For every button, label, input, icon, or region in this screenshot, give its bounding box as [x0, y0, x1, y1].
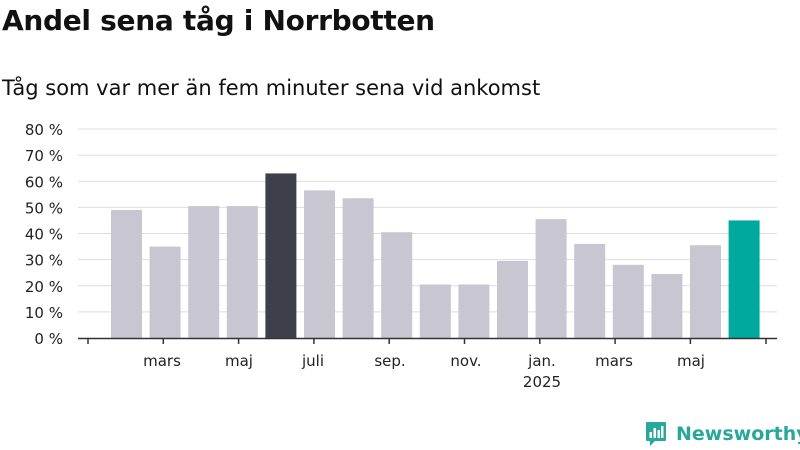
y-tick-label: 70 %: [25, 147, 63, 165]
x-tick-label: mars: [595, 352, 633, 370]
brand-name: Newsworthy: [676, 423, 800, 445]
x-tick-label: juli: [301, 352, 324, 370]
bar: [690, 245, 721, 338]
bar: [188, 206, 220, 338]
newsworthy-logo-icon: [646, 422, 666, 446]
bar: [419, 284, 451, 338]
y-tick-label: 20 %: [25, 278, 63, 296]
x-tick-label: maj: [677, 352, 705, 370]
y-tick-label: 40 %: [25, 226, 63, 244]
x-tick-label: mars: [143, 352, 181, 370]
bar: [111, 209, 142, 338]
bar: [497, 260, 528, 338]
bar: [535, 219, 567, 338]
bar: [304, 190, 335, 338]
bar: [651, 273, 683, 338]
y-tick-label: 10 %: [25, 304, 63, 322]
y-tick-label: 30 %: [25, 252, 63, 270]
brand-logo-group: Newsworthy: [645, 420, 800, 448]
bar: [612, 264, 644, 338]
x-tick-label: nov.: [450, 352, 481, 370]
x-tick-label: jan.: [527, 352, 556, 370]
bar-highlight-current: [728, 220, 760, 338]
bar: [458, 284, 490, 338]
chart-subtitle: Tåg som var mer än fem minuter sena vid …: [2, 76, 541, 100]
x-tick-label: maj: [225, 352, 253, 370]
y-tick-label: 50 %: [25, 199, 63, 217]
chart-title: Andel sena tåg i Norrbotten: [2, 4, 435, 37]
bar: [149, 246, 181, 338]
bar-highlight-previous: [265, 173, 297, 338]
x-tick-year-label: 2025: [523, 373, 561, 391]
bar: [226, 206, 258, 338]
x-tick-label: sep.: [374, 352, 405, 370]
y-tick-label: 80 %: [25, 121, 63, 139]
bar: [342, 198, 374, 338]
y-tick-label: 0 %: [34, 330, 63, 348]
y-tick-label: 60 %: [25, 173, 63, 191]
bar: [574, 243, 606, 338]
bar-chart: 0 % 10 % 20 % 30 % 40 % 50 % 60 % 70 % 80 % mars m…: [25, 121, 777, 391]
bar: [381, 232, 413, 338]
